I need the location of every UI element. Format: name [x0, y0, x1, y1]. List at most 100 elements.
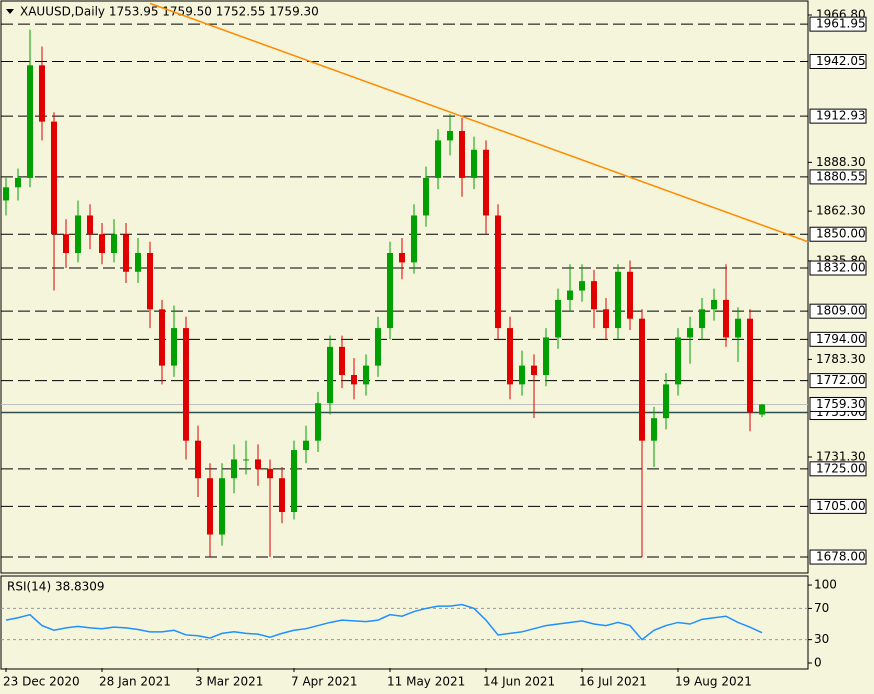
menu-triangle — [6, 9, 14, 14]
candle-body — [687, 328, 693, 338]
candle-body — [135, 252, 141, 272]
candle-body — [543, 337, 549, 375]
rsi-line — [5, 603, 763, 641]
candle-body — [375, 328, 381, 366]
level-label-box — [809, 169, 867, 185]
candle-body — [567, 290, 573, 300]
candle-body — [39, 65, 45, 122]
level-label: 1794.00 — [816, 332, 866, 346]
candle-body — [351, 374, 357, 385]
candle-body — [699, 309, 705, 329]
x-tick-label: 14 Jun 2021 — [483, 675, 555, 689]
candle-body — [63, 234, 69, 253]
current-price-box — [809, 396, 867, 412]
candle-body — [87, 215, 93, 235]
candle-body — [735, 318, 741, 338]
level-label: 1772.00 — [816, 373, 866, 387]
candle-body — [195, 440, 201, 479]
candle-body — [495, 215, 501, 329]
level-label: 1880.55 — [816, 169, 866, 183]
candle-body — [663, 384, 669, 419]
candle-body — [279, 478, 285, 513]
candle-body — [447, 131, 453, 141]
candle-body — [147, 252, 153, 310]
candle-body — [483, 149, 489, 216]
candle-body — [435, 140, 441, 178]
x-tick-label: 3 Mar 2021 — [195, 675, 263, 689]
candle-body — [603, 309, 609, 329]
level-label: 1961.95 — [816, 17, 866, 31]
candle-body — [243, 459, 249, 461]
candle-body — [591, 281, 597, 310]
y-tick-label: 1862.30 — [816, 204, 866, 218]
level-label: 1912.93 — [816, 109, 866, 123]
candle-body — [291, 450, 297, 513]
candle-body — [627, 271, 633, 319]
trendline — [149, 2, 809, 243]
level-label: 1678.00 — [816, 550, 866, 564]
rsi-tick-label: 30 — [814, 632, 829, 646]
candle-body — [675, 337, 681, 385]
y-tick-label: 1731.30 — [816, 450, 866, 464]
candle-body — [507, 328, 513, 385]
level-label-box — [809, 226, 867, 242]
candle-body — [15, 177, 21, 188]
candle-body — [99, 234, 105, 253]
level-label-box — [809, 108, 867, 124]
candle-body — [579, 281, 585, 291]
chart-title: XAUUSD,Daily 1753.95 1759.50 1752.55 175… — [20, 5, 319, 19]
candle-body — [615, 271, 621, 329]
candle-body — [531, 365, 537, 375]
rsi-title: RSI(14) 38.8309 — [7, 580, 105, 594]
y-tick-label: 1888.30 — [816, 155, 866, 169]
x-tick-label: 19 Aug 2021 — [675, 675, 752, 689]
level-label: 1832.00 — [816, 261, 866, 275]
rsi-tick-label: 100 — [814, 578, 837, 592]
level-label-box — [809, 549, 867, 565]
price-panel — [0, 0, 809, 574]
level-label: 1725.00 — [816, 461, 866, 475]
candle-body — [339, 346, 345, 375]
level-label: 1942.05 — [816, 54, 866, 68]
candle-body — [183, 328, 189, 441]
candle-body — [3, 187, 9, 201]
level-label-box — [809, 331, 867, 347]
candle-body — [207, 478, 213, 535]
level-label-box — [809, 16, 867, 32]
candle-body — [639, 318, 645, 441]
level-label-box — [809, 498, 867, 514]
candle-body — [255, 459, 261, 469]
level-label-box — [809, 461, 867, 477]
rsi-panel — [0, 575, 809, 670]
level-label-box — [809, 53, 867, 69]
candle-body — [111, 234, 117, 253]
x-tick-label: 23 Dec 2020 — [3, 675, 80, 689]
candle-body — [363, 365, 369, 385]
rsi-tick-label: 70 — [814, 601, 829, 615]
candle-body — [159, 309, 165, 366]
candle-body — [327, 346, 333, 404]
candle-body — [387, 252, 393, 329]
candle-body — [459, 131, 465, 178]
candle-body — [411, 215, 417, 263]
candle-body — [519, 365, 525, 385]
level-label: 1850.00 — [816, 227, 866, 241]
candle-body — [123, 234, 129, 272]
candle-body — [27, 65, 33, 178]
level-label: 1809.00 — [816, 304, 866, 318]
candle-body — [423, 177, 429, 216]
level-label-box — [809, 260, 867, 276]
candle-body — [723, 299, 729, 338]
x-tick-label: 16 Jul 2021 — [579, 675, 647, 689]
y-tick-label: 1783.30 — [816, 352, 866, 366]
candle-body — [759, 404, 765, 415]
candle-body — [231, 459, 237, 479]
candle-body — [399, 252, 405, 263]
level-label-box — [809, 373, 867, 389]
x-tick-label: 28 Jan 2021 — [99, 675, 171, 689]
candle-body — [51, 121, 57, 235]
x-tick-label: 7 Apr 2021 — [291, 675, 358, 689]
candle-body — [471, 149, 477, 178]
